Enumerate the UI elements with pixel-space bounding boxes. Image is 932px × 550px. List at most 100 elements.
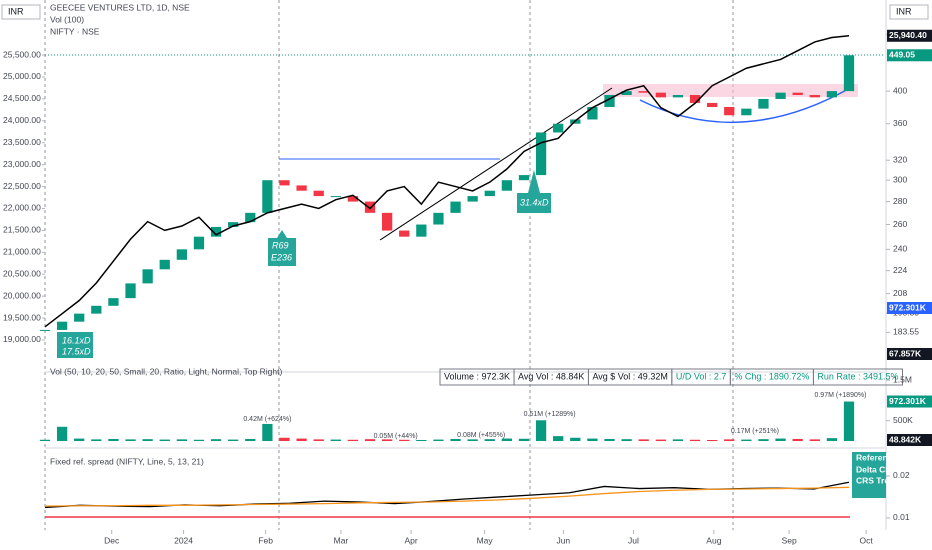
candle [210,226,222,237]
volume-bar [501,438,513,441]
indicator-line [44,486,850,507]
stat: Run Rate : 3491.5% [817,371,898,381]
candle [724,106,735,116]
candle [262,180,273,213]
y-tick-label: 25,000.00 [3,71,41,81]
stat-cell [812,368,903,386]
candle [125,283,136,299]
volume-bar [843,401,855,441]
y-tick-label: 320 [893,154,907,164]
annotation: E236 [271,252,292,262]
candle [535,132,547,176]
x-tick-label: Dec [104,535,120,545]
x-tick-label: Jun [556,535,570,545]
volume-bar [296,438,307,441]
currency-box [1,4,41,20]
candle [792,92,803,96]
volume-tag: 48.842K [889,434,922,444]
y-tick-label: 183.55 [893,327,919,337]
volume-bar [587,438,598,441]
volume-bar [741,439,752,441]
y-tick-label: 300 [893,174,907,184]
y-tick-label: 23,000.00 [3,159,41,169]
candle [484,190,495,197]
y-tick-label: 24,000.00 [3,115,41,125]
annotation-box [517,170,551,213]
volume-bar [56,426,68,441]
annotation: 16.1xD [62,335,91,345]
candle [843,55,855,92]
candle [467,196,478,202]
volume-bar [638,439,649,441]
x-tick-label: Sep [782,535,797,545]
x-tick-label: Apr [404,535,417,545]
candle [672,95,684,98]
annotation-box [268,230,296,266]
volume-bar [689,439,701,441]
volume-bar [826,438,838,441]
volume-bar [74,438,85,441]
legend-entry: Delta CRS [856,464,897,474]
candle [39,329,51,331]
candle [296,185,307,191]
volume-tag: 972.301K [889,396,927,406]
volume-bar [364,439,376,441]
volume-spike-label: 0.08M (+455%) [457,432,505,439]
nifty-tag-bg [887,29,932,42]
y-tick-label: 0.02 [893,470,910,480]
candle [758,98,769,109]
y-tick-label: 500K [893,415,913,425]
candle [142,269,153,284]
candle [604,95,615,107]
volume-bar [467,439,478,441]
y-tick-label: 23,500.00 [3,137,41,147]
volume-spike-label: 0.51M (+1289%) [524,411,576,418]
volume-bar [724,439,735,441]
candle [245,212,256,223]
y-tick-label: 400 [893,85,907,95]
y-tick-label: 260 [893,219,907,229]
volume-title: Vol (50, 10, 20, 50, Small, 20, Ratio, L… [50,366,282,376]
candle [399,230,410,237]
candle [416,224,427,237]
candle [707,102,718,107]
candle [518,175,530,181]
y-tick-label: 21,500.00 [3,225,41,235]
candle [313,190,324,197]
candle [159,259,170,270]
y-tick-label: 19,500.00 [3,312,41,322]
volume-tag-bg [887,302,932,314]
volume-bar [792,438,803,441]
currency-right: INR [896,6,912,16]
y-tick-label: 360 [893,118,907,128]
volume-bar [245,438,256,441]
volume-legend: Vol (100) [50,14,84,24]
stat: Avg Vol : 48.84K [518,371,584,381]
candle [501,180,513,191]
currency-left: INR [8,6,24,16]
candle [826,91,838,98]
x-tick-label: May [477,535,494,545]
volume-bar [707,439,718,441]
volume-tag-bg [887,434,932,446]
volume-bar [416,439,427,441]
volume-bar [159,439,170,441]
volume-tag: 972.301K [889,302,927,312]
annotation: R69 [272,240,289,250]
nifty-tag: 25,940.40 [889,30,927,40]
candle [433,212,444,225]
candle [655,92,666,98]
volume-bar [570,437,581,441]
volume-bar [809,439,820,441]
volume-bar [433,439,444,441]
y-tick-label: 240 [893,244,907,254]
volume-bar [621,439,632,441]
volume-bar [330,439,341,441]
candle [193,236,205,250]
volume-bar [262,423,273,441]
cup-curve [639,87,851,124]
indicator-title: Fixed ref. spread (NIFTY, Line, 5, 13, 2… [50,456,204,466]
legend-title: Reference [856,452,897,462]
stats-box: Volume : 972.3K Avg Vol : 48.84K Avg $ Vol… [439,368,903,386]
